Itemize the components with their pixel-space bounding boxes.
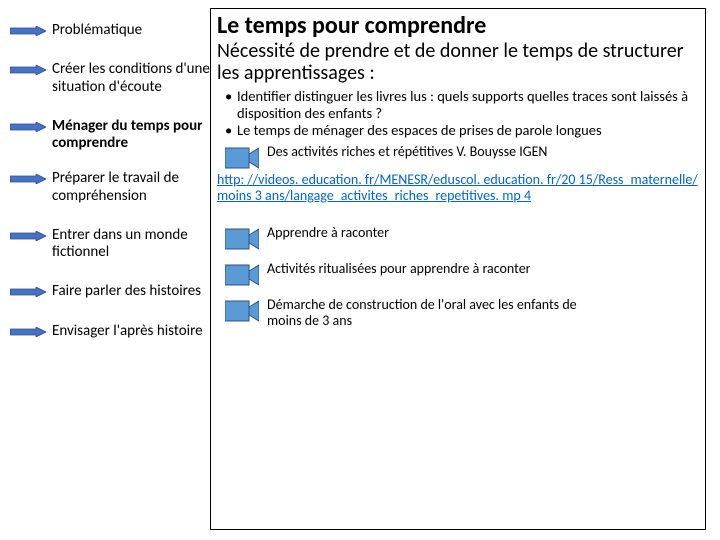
video-text: Activités ritualisées pour apprendre à r… [267, 261, 531, 277]
arrow-icon [10, 122, 46, 132]
nav-label: Problématique [52, 22, 142, 39]
video-text: Démarche de construction de l'oral avec … [267, 297, 587, 329]
arrow-icon [10, 287, 46, 297]
nav-item-problematique: Problématique [10, 22, 210, 39]
slide: Problématique Créer les conditions d'une… [0, 0, 720, 540]
video-link-block: http: //videos. education. fr/MENESR/edu… [217, 172, 699, 203]
nav-label: Préparer le travail de compréhension [52, 170, 210, 205]
arrow-icon [10, 327, 46, 337]
nav-item-faire-parler: Faire parler des histoires [10, 283, 210, 300]
video-text: Apprendre à raconter [267, 225, 389, 241]
content-title: Le temps pour comprendre [217, 13, 699, 38]
content-box: Le temps pour comprendre Nécessité de pr… [210, 8, 706, 530]
nav-label: Envisager l'après histoire [52, 323, 203, 340]
nav-item-conditions: Créer les conditions d'une situation d'é… [10, 61, 210, 96]
camera-icon [225, 263, 259, 287]
nav-item-envisager: Envisager l'après histoire [10, 323, 210, 340]
nav-label: Créer les conditions d'une situation d'é… [52, 61, 210, 96]
arrow-icon [10, 174, 46, 184]
arrow-icon [10, 26, 46, 36]
camera-icon [225, 146, 259, 170]
video-row-3: Activités ritualisées pour apprendre à r… [217, 261, 699, 287]
camera-icon [225, 299, 259, 323]
bullet-item: Identifier distinguer les livres lus : q… [225, 88, 699, 121]
video-row-1: Des activités riches et répétitives V. B… [217, 144, 699, 170]
bullet-item: Le temps de ménager des espaces de prise… [225, 122, 699, 139]
nav-label: Entrer dans un monde fictionnel [52, 227, 210, 262]
arrow-icon [10, 65, 46, 75]
video-link[interactable]: http: //videos. education. fr/MENESR/edu… [217, 171, 698, 203]
nav-label: Faire parler des histoires [52, 283, 201, 300]
nav-label: Ménager du temps pour comprendre [52, 118, 210, 153]
nav-item-menager: Ménager du temps pour comprendre [10, 118, 210, 153]
bullet-list: Identifier distinguer les livres lus : q… [217, 88, 699, 138]
camera-icon [225, 227, 259, 251]
video-row-2: Apprendre à raconter [217, 225, 699, 251]
nav-item-preparer: Préparer le travail de compréhension [10, 170, 210, 205]
nav-item-entrer: Entrer dans un monde fictionnel [10, 227, 210, 262]
content-subtitle: Nécessité de prendre et de donner le tem… [217, 40, 699, 84]
left-column: Problématique Créer les conditions d'une… [10, 8, 210, 530]
video-text: Des activités riches et répétitives V. B… [267, 144, 547, 160]
video-row-4: Démarche de construction de l'oral avec … [217, 297, 699, 329]
arrow-icon [10, 231, 46, 241]
